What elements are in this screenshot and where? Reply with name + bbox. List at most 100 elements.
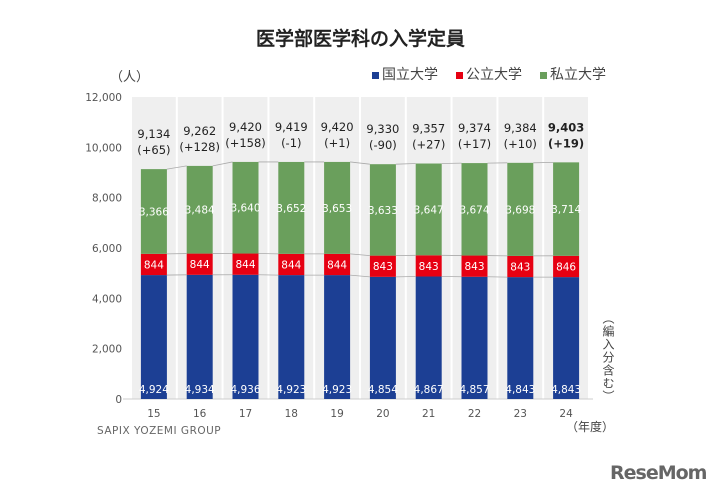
- data-label: 3,640: [230, 203, 260, 215]
- x-tick-label: 17: [239, 408, 252, 420]
- data-label: 4,854: [368, 384, 398, 396]
- x-tick-label: 23: [514, 408, 527, 420]
- bar-segment: [140, 169, 167, 254]
- change-label: (+27): [412, 138, 445, 152]
- bar-segment: [415, 163, 442, 256]
- note-label: （編入分含む）: [601, 312, 615, 403]
- total-label: 9,403: [548, 120, 584, 134]
- data-label: 3,653: [322, 203, 352, 215]
- series-line: [350, 161, 370, 165]
- total-label: 9,419: [275, 120, 308, 134]
- y-unit-label: （人）: [110, 70, 150, 85]
- total-label: 9,384: [504, 121, 537, 135]
- legend-label: 私立大学: [550, 67, 606, 83]
- data-label: 4,857: [459, 384, 489, 396]
- data-label: 846: [556, 261, 576, 273]
- bar-segment: [507, 255, 534, 278]
- total-label: 9,330: [366, 122, 399, 136]
- data-label: 4,934: [185, 384, 215, 396]
- data-label: 4,923: [322, 384, 352, 396]
- data-label: 4,923: [276, 384, 306, 396]
- data-label: 4,867: [414, 384, 444, 396]
- total-label: 9,357: [412, 122, 445, 136]
- data-label: 3,647: [414, 204, 444, 216]
- series-line: [395, 163, 416, 165]
- data-label: 3,714: [551, 204, 581, 216]
- data-label: 843: [510, 262, 530, 274]
- data-label: 844: [235, 259, 255, 271]
- bar-segment: [507, 277, 534, 399]
- bar-segment: [415, 276, 442, 399]
- bar-segment: [324, 275, 351, 399]
- data-label: 843: [373, 261, 393, 273]
- data-label: 4,924: [139, 384, 169, 396]
- data-label: 4,936: [230, 384, 260, 396]
- bar-segment: [324, 161, 351, 254]
- total-label: 9,420: [229, 120, 262, 134]
- series-line: [350, 253, 370, 257]
- y-tick-label: 6,000: [92, 243, 122, 255]
- total-label: 9,420: [321, 120, 354, 134]
- bar-segment: [369, 276, 396, 399]
- data-label: 3,366: [139, 206, 169, 218]
- bar-segment: [186, 253, 213, 275]
- legend-label: 国立大学: [382, 67, 438, 83]
- change-label: (+158): [225, 136, 266, 150]
- y-tick-label: 8,000: [92, 193, 122, 205]
- change-label: (+10): [504, 137, 537, 151]
- x-tick-label: 24: [559, 408, 573, 420]
- bar-segment: [140, 275, 167, 399]
- data-label: 4,843: [551, 384, 581, 396]
- series-line: [350, 274, 370, 278]
- bar-segment: [369, 255, 396, 277]
- data-label: 3,633: [368, 205, 398, 217]
- legend-public: 公立大学: [456, 64, 522, 84]
- bar-segment: [186, 274, 213, 399]
- legend-private: 私立大学: [540, 64, 606, 84]
- bar-segment: [553, 255, 580, 278]
- bar-segment: [461, 276, 488, 399]
- chart-title: 医学部医学科の入学定員: [255, 28, 465, 50]
- bar-segment: [461, 255, 488, 277]
- data-label: 843: [464, 261, 484, 273]
- data-label: 844: [144, 259, 164, 271]
- x-tick-label: 20: [376, 408, 389, 420]
- bar-segment: [186, 165, 213, 254]
- data-label: 3,652: [276, 203, 306, 215]
- bar-segment: [369, 164, 396, 256]
- legend-national: 国立大学: [372, 64, 438, 84]
- bar-segment: [415, 255, 442, 277]
- data-label: 844: [327, 259, 347, 271]
- series-line: [166, 165, 187, 170]
- change-label: (+19): [548, 136, 584, 150]
- legend-swatch: [372, 71, 379, 79]
- bar-segment: [232, 253, 259, 275]
- bar-segment: [461, 163, 488, 256]
- total-label: 9,262: [183, 124, 216, 138]
- data-label: 4,843: [505, 384, 535, 396]
- bar-segment: [278, 253, 305, 276]
- data-label: 844: [281, 259, 301, 271]
- change-label: (-90): [369, 138, 397, 152]
- resemom-logo: ReseMom: [610, 462, 707, 484]
- x-tick-label: 16: [193, 408, 207, 420]
- total-label: 9,134: [137, 127, 170, 141]
- x-unit-label: （年度）: [566, 420, 615, 434]
- data-label: 843: [419, 261, 439, 273]
- bar-segment: [232, 161, 259, 254]
- bar-segment: [278, 275, 305, 399]
- legend-swatch: [456, 71, 463, 79]
- y-tick-label: 4,000: [92, 293, 122, 305]
- data-label: 3,698: [505, 204, 535, 216]
- bar-segment: [140, 253, 167, 276]
- x-tick-label: 21: [422, 408, 435, 420]
- change-label: (+65): [137, 143, 170, 157]
- y-tick-label: 10,000: [85, 142, 122, 154]
- bar-segment: [324, 253, 351, 276]
- data-label: 3,674: [459, 204, 489, 216]
- series-line: [212, 161, 233, 167]
- bar-segment: [278, 161, 305, 254]
- change-label: (+128): [179, 140, 220, 154]
